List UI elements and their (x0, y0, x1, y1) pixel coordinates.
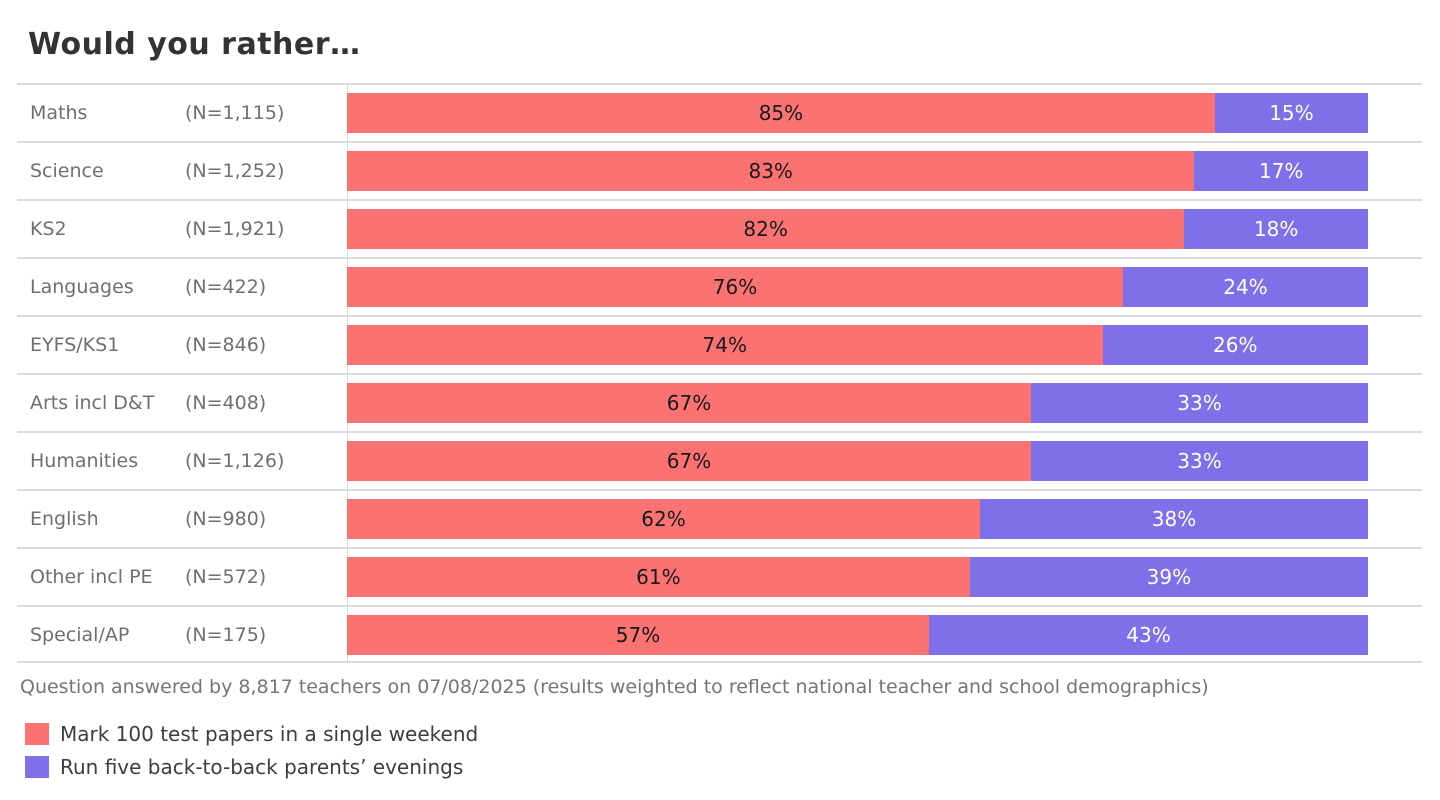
bar-segment-mark-papers: 61% (347, 557, 970, 597)
bar-track: 67% 33% (347, 383, 1368, 423)
sample-size-label: (N=1,252) (185, 160, 285, 182)
chart-row: Arts incl D&T (N=408) 67% 33% (17, 373, 1422, 431)
category-label: Science (30, 160, 104, 182)
category-label: Languages (30, 276, 134, 298)
stacked-bar-chart: Maths (N=1,115) 85% 15% Science (N=1,252… (17, 83, 1422, 663)
category-label: English (30, 508, 99, 530)
legend: Mark 100 test papers in a single weekend… (25, 720, 478, 786)
sample-size-label: (N=572) (185, 566, 267, 588)
legend-item-parents-evenings: Run five back-to-back parents’ evenings (25, 753, 478, 780)
category-label: KS2 (30, 218, 67, 240)
bar-segment-mark-papers: 67% (347, 441, 1032, 481)
bar-track: 82% 18% (347, 209, 1368, 249)
bar-track: 57% 43% (347, 615, 1368, 655)
legend-swatch-purple (25, 755, 49, 778)
bar-segment-parents-evenings: 43% (928, 615, 1368, 655)
bar-segment-parents-evenings: 38% (980, 499, 1368, 539)
chart-row: English (N=980) 62% 38% (17, 489, 1422, 547)
category-label: Special/AP (30, 624, 130, 646)
bar-segment-mark-papers: 82% (347, 209, 1185, 249)
footer-note: Question answered by 8,817 teachers on 0… (20, 676, 1209, 698)
bar-track: 76% 24% (347, 267, 1368, 307)
legend-label: Run five back-to-back parents’ evenings (60, 754, 464, 779)
chart-row: KS2 (N=1,921) 82% 18% (17, 199, 1422, 257)
bar-segment-parents-evenings: 33% (1031, 383, 1368, 423)
legend-item-mark-papers: Mark 100 test papers in a single weekend (25, 720, 478, 747)
sample-size-label: (N=846) (185, 334, 267, 356)
bar-segment-parents-evenings: 26% (1102, 325, 1368, 365)
sample-size-label: (N=408) (185, 392, 267, 414)
bar-segment-parents-evenings: 15% (1214, 93, 1368, 133)
category-label: Arts incl D&T (30, 392, 155, 414)
sample-size-label: (N=1,126) (185, 450, 285, 472)
legend-swatch-red (25, 722, 49, 745)
bar-segment-parents-evenings: 24% (1122, 267, 1368, 307)
bar-track: 83% 17% (347, 151, 1368, 191)
sample-size-label: (N=422) (185, 276, 267, 298)
bar-segment-mark-papers: 76% (347, 267, 1123, 307)
sample-size-label: (N=1,115) (185, 102, 285, 124)
bar-segment-mark-papers: 85% (347, 93, 1215, 133)
bar-segment-parents-evenings: 17% (1194, 151, 1368, 191)
category-label: Maths (30, 102, 88, 124)
bar-segment-parents-evenings: 18% (1184, 209, 1368, 249)
chart-row: Other incl PE (N=572) 61% 39% (17, 547, 1422, 605)
legend-label: Mark 100 test papers in a single weekend (60, 721, 479, 746)
bar-track: 62% 38% (347, 499, 1368, 539)
category-label: Other incl PE (30, 566, 153, 588)
bar-track: 61% 39% (347, 557, 1368, 597)
sample-size-label: (N=1,921) (185, 218, 285, 240)
chart-rows: Maths (N=1,115) 85% 15% Science (N=1,252… (17, 83, 1422, 663)
sample-size-label: (N=175) (185, 624, 267, 646)
bar-segment-parents-evenings: 39% (969, 557, 1368, 597)
bar-segment-mark-papers: 57% (347, 615, 929, 655)
chart-row: EYFS/KS1 (N=846) 74% 26% (17, 315, 1422, 373)
chart-row: Maths (N=1,115) 85% 15% (17, 83, 1422, 141)
chart-row: Special/AP (N=175) 57% 43% (17, 605, 1422, 663)
category-label: Humanities (30, 450, 139, 472)
bar-segment-mark-papers: 67% (347, 383, 1032, 423)
bar-track: 74% 26% (347, 325, 1368, 365)
chart-row: Humanities (N=1,126) 67% 33% (17, 431, 1422, 489)
bar-segment-mark-papers: 83% (347, 151, 1195, 191)
bar-track: 67% 33% (347, 441, 1368, 481)
bar-segment-parents-evenings: 33% (1031, 441, 1368, 481)
axis-baseline (347, 83, 348, 661)
category-label: EYFS/KS1 (30, 334, 120, 356)
bar-track: 85% 15% (347, 93, 1368, 133)
bar-segment-mark-papers: 74% (347, 325, 1103, 365)
chart-title: Would you rather… (28, 27, 361, 62)
chart-row: Languages (N=422) 76% 24% (17, 257, 1422, 315)
bar-segment-mark-papers: 62% (347, 499, 981, 539)
chart-row: Science (N=1,252) 83% 17% (17, 141, 1422, 199)
sample-size-label: (N=980) (185, 508, 267, 530)
